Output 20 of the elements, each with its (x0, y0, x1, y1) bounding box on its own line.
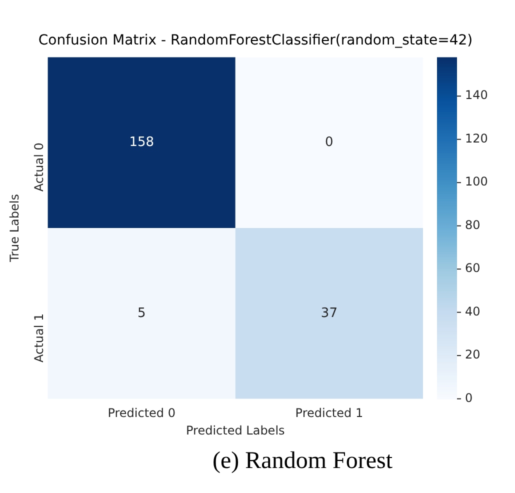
text: (e) Random Forest (212, 448, 394, 475)
x-tick-label: Predicted 0 (108, 406, 176, 420)
y-tick-label: Actual 1 (32, 313, 46, 362)
color-bar-label: 40 (465, 304, 480, 318)
y-tick-label: Actual 0 (32, 142, 46, 192)
color-bar-label: 140 (465, 88, 488, 102)
color-bar-label: 20 (465, 348, 480, 362)
data-label: 37 (320, 306, 338, 321)
color-bar-label: 120 (465, 131, 488, 146)
x-axis-title: Predicted Labels (186, 424, 285, 438)
data-label: 5 (137, 306, 146, 321)
color-bar-label: 60 (465, 261, 480, 276)
color-bar-label: 0 (465, 390, 473, 405)
x-tick-label: Predicted 1 (295, 406, 364, 420)
color-bar-label: 100 (465, 174, 488, 189)
y-axis-title: True Labels (7, 194, 22, 263)
color-bar-label: 80 (465, 218, 480, 232)
data-label: 158 (129, 134, 154, 150)
data-label: 0 (325, 134, 334, 150)
chart-title: Confusion Matrix - RandomForestClassifier(random_state=42) (38, 32, 473, 48)
